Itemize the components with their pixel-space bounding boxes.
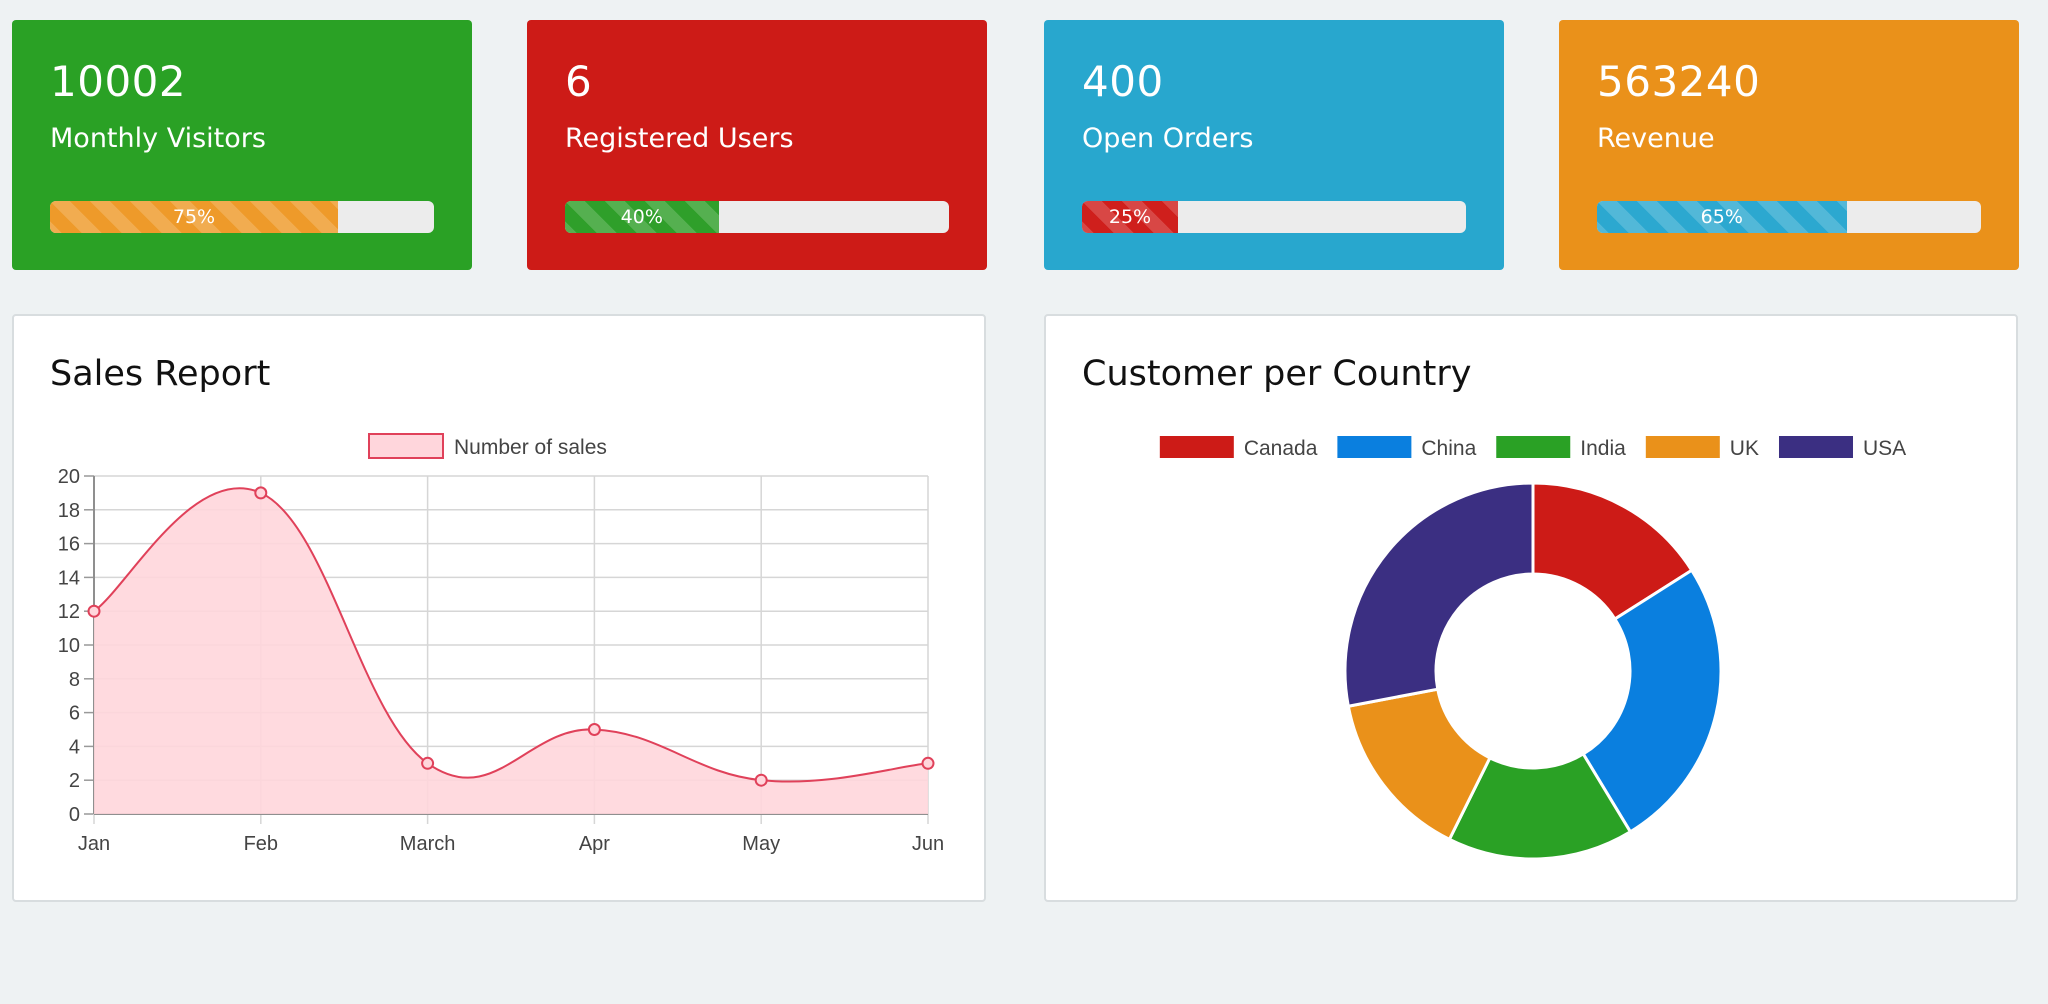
stat-label: Open Orders: [1082, 123, 1254, 154]
legend-swatch: [1159, 436, 1234, 458]
legend-label: Canada: [1244, 437, 1318, 460]
y-tick-label: 18: [58, 500, 80, 522]
stat-label: Registered Users: [565, 123, 794, 154]
legend-label: Number of sales: [454, 436, 607, 459]
legend-item: UK: [1645, 436, 1759, 460]
legend-item: China: [1337, 436, 1477, 460]
panel-title: Sales Report: [50, 354, 271, 394]
legend-swatch: [1778, 436, 1853, 458]
progress-bar: 40%: [565, 201, 949, 233]
sales-report-panel: Sales Report Number of sales 0 2 4 6 8 10 12 14 1…: [12, 314, 986, 902]
legend-item: India: [1496, 436, 1626, 460]
x-tick-label: Jan: [78, 833, 110, 855]
legend-swatch: [368, 433, 444, 459]
progress-bar: 25%: [1082, 201, 1466, 233]
progress-fill: 40%: [565, 201, 719, 233]
legend-item: USA: [1778, 436, 1906, 460]
y-tick-label: 4: [69, 736, 80, 758]
data-point: [921, 756, 935, 770]
x-tick-label: Jun: [912, 833, 944, 855]
country-donut-chart: Canada China India UK USA: [1159, 436, 1906, 861]
legend: Canada China India UK USA: [1159, 436, 1906, 460]
legend-swatch: [1645, 436, 1720, 458]
y-tick-label: 14: [58, 567, 80, 589]
legend-label: UK: [1730, 437, 1759, 460]
stat-value: 400: [1082, 57, 1164, 106]
customer-per-country-panel: Customer per Country Canada China India UK U…: [1044, 314, 2018, 902]
y-tick-label: 12: [58, 601, 80, 623]
slice-china: [1581, 568, 1723, 834]
x-tick-label: March: [400, 833, 456, 855]
legend-label: China: [1421, 437, 1476, 460]
stat-label: Monthly Visitors: [50, 123, 266, 154]
y-tick-label: 2: [69, 770, 80, 792]
stat-card-revenue: 563240 Revenue 65%: [1559, 20, 2019, 270]
series-area: [94, 488, 928, 814]
x-tick-label: May: [742, 833, 780, 855]
sales-line-chart: Number of sales 0 2 4 6 8 10 12 14 16 18 20 Jan Feb Ma…: [58, 433, 944, 855]
stat-value: 563240: [1597, 57, 1761, 106]
progress-fill: 65%: [1597, 201, 1847, 233]
x-tick-label: Feb: [244, 833, 278, 855]
data-point: [421, 756, 435, 770]
panel-title: Customer per Country: [1082, 354, 1472, 394]
slice-india: [1447, 751, 1633, 861]
y-tick-label: 16: [58, 534, 80, 556]
data-point: [587, 723, 601, 736]
stat-value: 10002: [50, 57, 187, 106]
slice-usa: [1343, 481, 1535, 708]
slice-canada: [1531, 481, 1694, 622]
data-point: [254, 486, 268, 500]
stat-card-open-orders: 400 Open Orders 25%: [1044, 20, 1504, 270]
legend-label: USA: [1863, 437, 1906, 460]
stat-card-monthly-visitors: 10002 Monthly Visitors 75%: [12, 20, 472, 270]
data-point: [754, 773, 768, 787]
y-tick-label: 10: [58, 635, 80, 657]
legend: Number of sales: [368, 433, 607, 459]
progress-bar: 65%: [1597, 201, 1981, 233]
slice-uk: [1346, 687, 1492, 842]
progress-fill: 25%: [1082, 201, 1178, 233]
legend-swatch: [1337, 436, 1412, 458]
y-tick-label: 20: [58, 466, 80, 488]
legend-item: Canada: [1159, 436, 1318, 460]
y-tick-label: 6: [69, 703, 80, 725]
legend-label: India: [1580, 437, 1626, 460]
stat-card-registered-users: 6 Registered Users 40%: [527, 20, 987, 270]
x-tick-label: Apr: [579, 833, 610, 855]
data-point: [87, 604, 101, 618]
progress-bar: 75%: [50, 201, 434, 233]
y-tick-label: 0: [69, 804, 80, 826]
stat-value: 6: [565, 57, 593, 106]
legend-swatch: [1496, 436, 1571, 458]
y-tick-label: 8: [69, 669, 80, 691]
stat-label: Revenue: [1597, 123, 1715, 154]
progress-fill: 75%: [50, 201, 338, 233]
